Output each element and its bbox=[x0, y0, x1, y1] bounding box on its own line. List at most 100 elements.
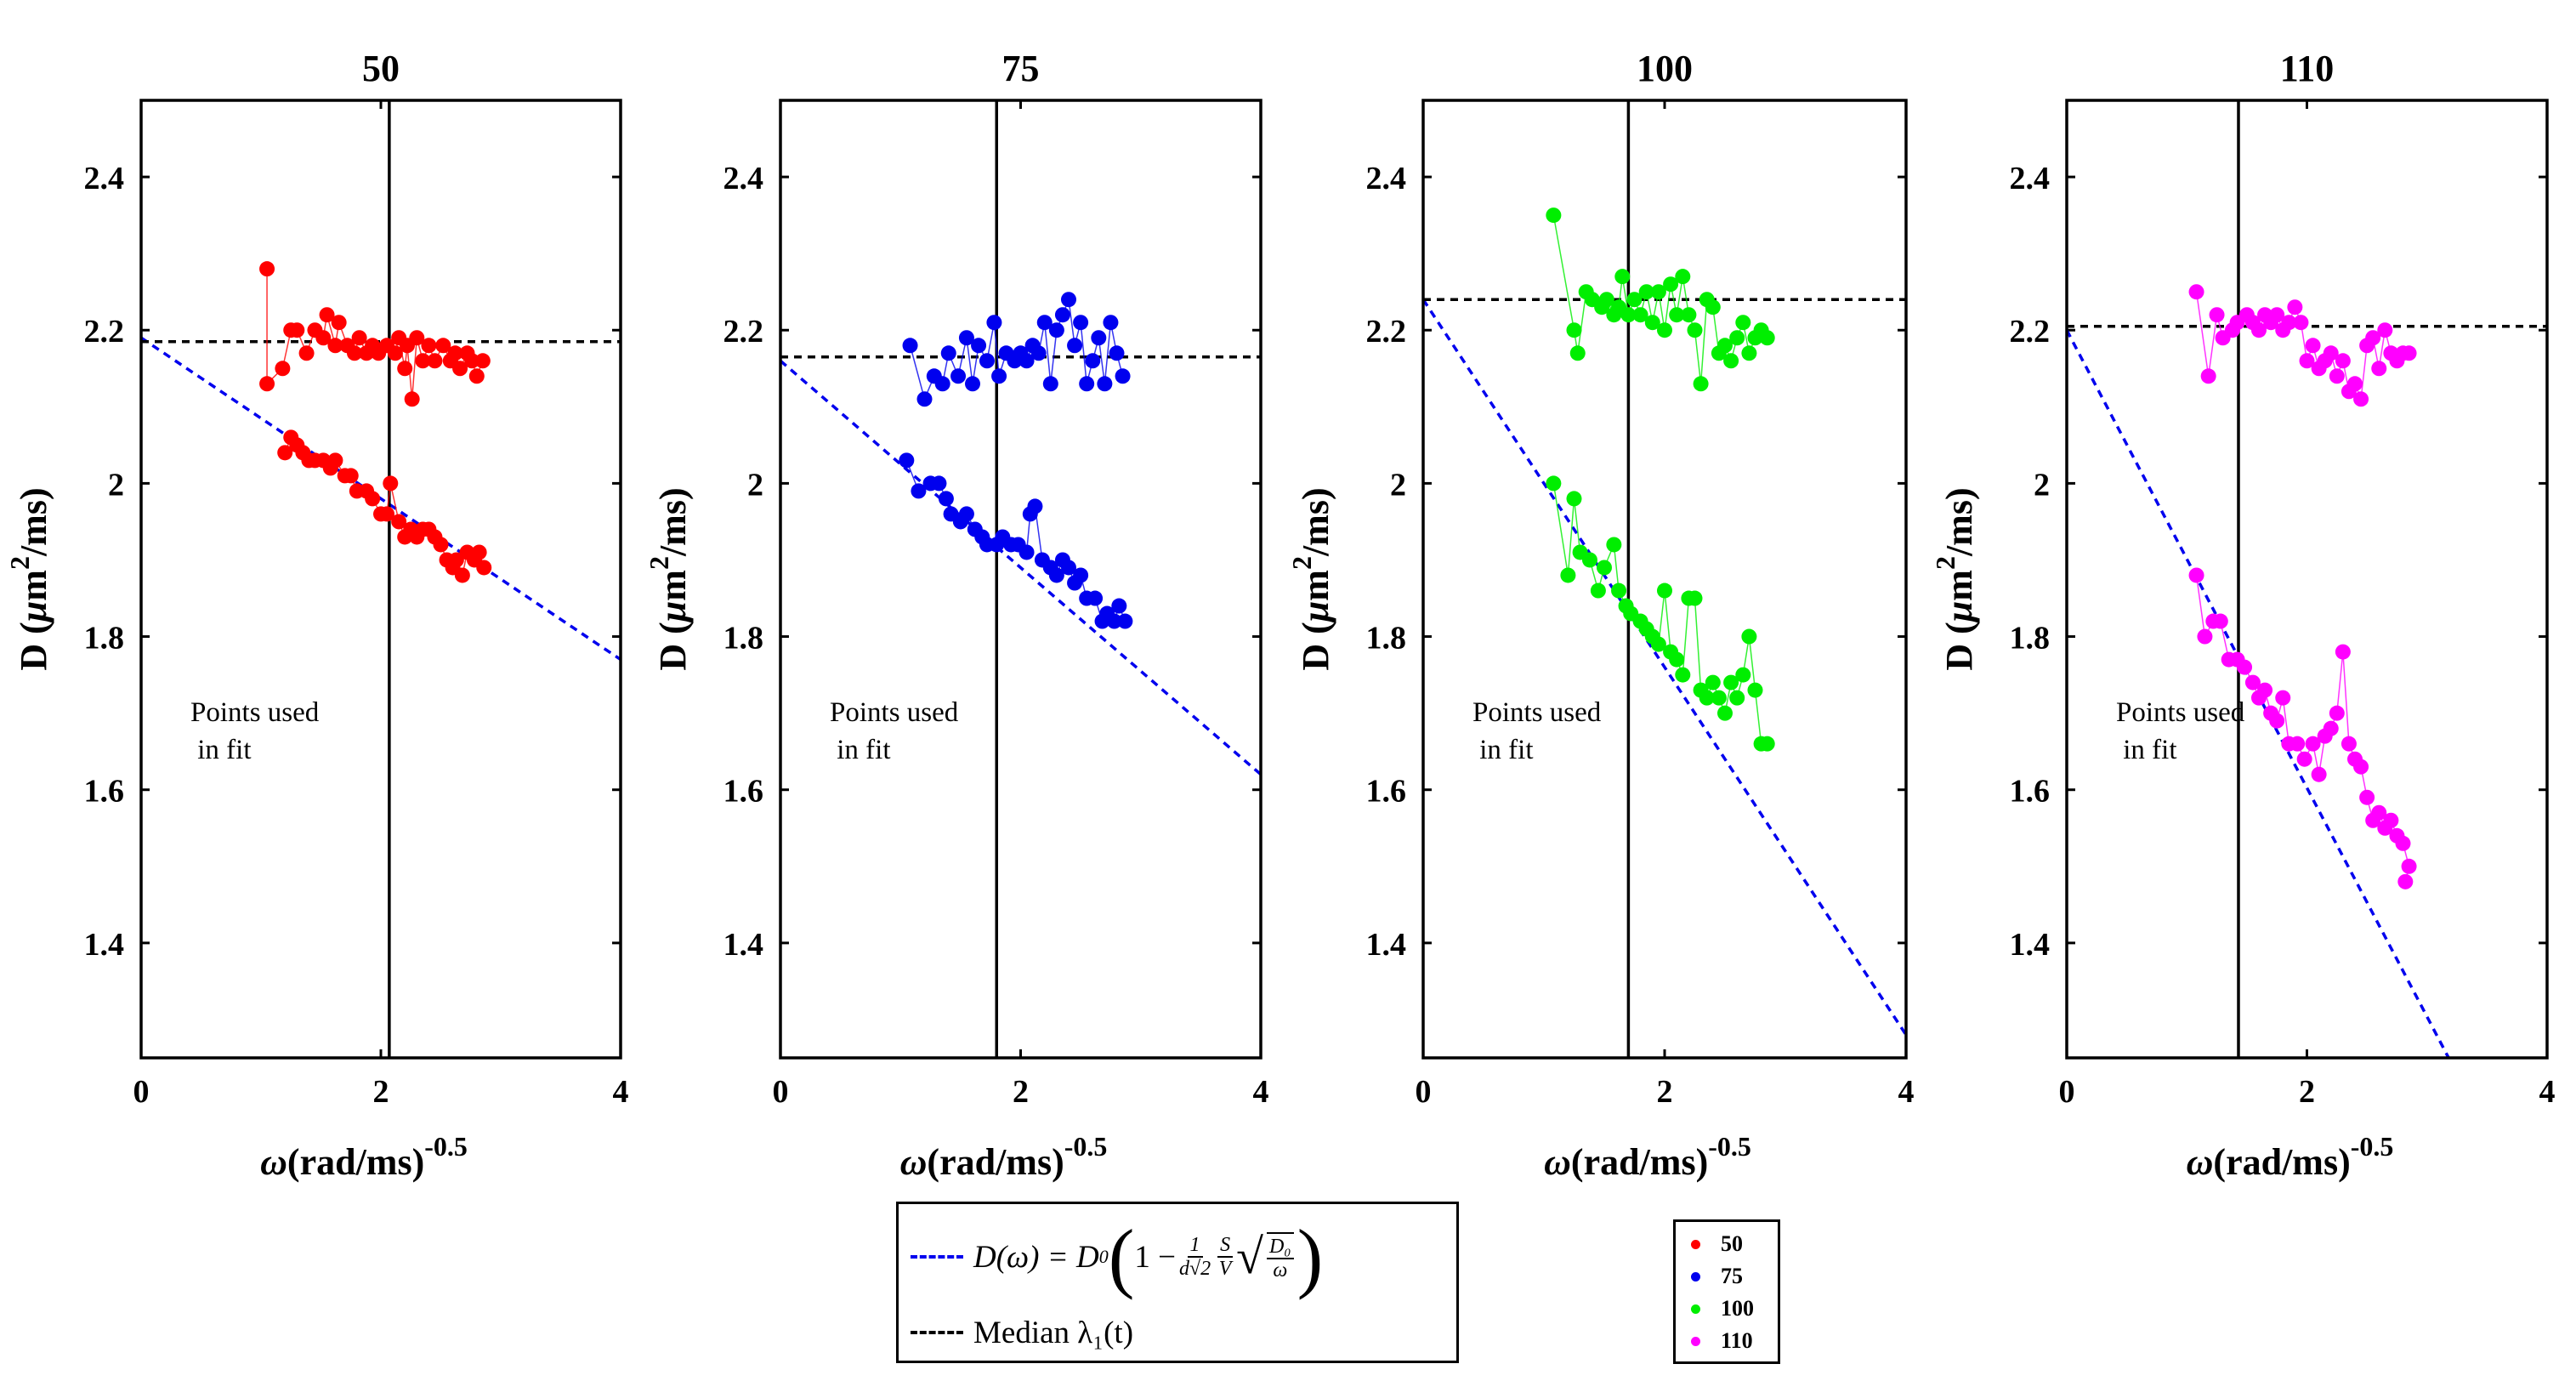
data-point bbox=[447, 345, 463, 361]
x-axis-label: ω(rad/ms)-0.5 bbox=[260, 1131, 468, 1183]
data-point bbox=[2212, 613, 2228, 629]
x-axis-label: ω(rad/ms)-0.5 bbox=[900, 1131, 1108, 1183]
annotation-line: Points used bbox=[190, 697, 320, 728]
x-axis-omega: ω bbox=[1544, 1141, 1571, 1183]
points-legend-label: 100 bbox=[1721, 1296, 1754, 1321]
y-tick-label: 1.8 bbox=[84, 621, 125, 656]
data-point bbox=[2200, 368, 2216, 384]
data-point bbox=[1735, 315, 1751, 331]
data-point bbox=[2281, 315, 2297, 331]
y-axis-label-part: m bbox=[13, 570, 54, 601]
data-point bbox=[452, 361, 468, 377]
fit-line bbox=[780, 359, 1261, 776]
data-point bbox=[379, 506, 395, 522]
data-point bbox=[1669, 307, 1685, 323]
annotation-line: in fit bbox=[2116, 735, 2177, 765]
x-axis-exponent: -0.5 bbox=[2351, 1131, 2394, 1162]
points-used-annotation: Points used in fit bbox=[1472, 697, 1602, 765]
data-point bbox=[1079, 376, 1095, 392]
data-point bbox=[1048, 567, 1064, 583]
data-point bbox=[899, 452, 915, 469]
data-point bbox=[2359, 789, 2375, 805]
points-legend-dot bbox=[1691, 1304, 1700, 1314]
data-point bbox=[1560, 567, 1576, 583]
data-point bbox=[1566, 491, 1582, 507]
data-point bbox=[2365, 330, 2381, 346]
annotation-line: in fit bbox=[190, 735, 252, 765]
x-tick-label: 0 bbox=[1416, 1074, 1432, 1110]
data-point bbox=[1729, 690, 1745, 706]
data-point bbox=[2401, 345, 2417, 361]
y-tick-label: 1.4 bbox=[1366, 927, 1407, 963]
points-used-annotation: Points used in fit bbox=[2116, 697, 2245, 765]
data-point bbox=[2329, 705, 2345, 721]
x-tick-label: 4 bbox=[1253, 1074, 1269, 1110]
median-line-swatch bbox=[911, 1331, 963, 1334]
annotation-line: Points used bbox=[830, 697, 959, 728]
data-point bbox=[1626, 292, 1643, 308]
data-point bbox=[2311, 766, 2327, 782]
y-axis-label-part: m bbox=[652, 570, 694, 601]
data-point bbox=[2353, 391, 2369, 407]
data-point bbox=[1073, 315, 1089, 331]
data-point bbox=[435, 338, 451, 354]
points-legend-item-50: 50 bbox=[1676, 1229, 1743, 1259]
y-tick-label: 1.4 bbox=[84, 927, 125, 963]
data-point bbox=[1590, 583, 1606, 599]
data-point bbox=[2197, 628, 2213, 645]
data-point bbox=[1657, 583, 1672, 599]
data-point bbox=[1675, 667, 1691, 683]
fit-line bbox=[1423, 298, 1906, 1036]
data-point bbox=[1598, 292, 1614, 308]
y-axis-label-part: D ( bbox=[1938, 622, 1980, 670]
data-point bbox=[1735, 667, 1751, 683]
data-point bbox=[2353, 759, 2369, 775]
open-paren: ( bbox=[1108, 1213, 1135, 1300]
data-point bbox=[2269, 307, 2285, 323]
data-point bbox=[1067, 338, 1083, 354]
data-point bbox=[1693, 376, 1709, 392]
data-point bbox=[464, 353, 480, 369]
data-point bbox=[1741, 345, 1757, 361]
fit-formula-one-minus: 1 − bbox=[1134, 1239, 1176, 1275]
data-point bbox=[2257, 682, 2273, 698]
data-point bbox=[1650, 636, 1666, 652]
data-point bbox=[471, 544, 487, 560]
data-point bbox=[298, 345, 315, 361]
data-point bbox=[404, 391, 420, 407]
data-point bbox=[365, 491, 381, 507]
data-point bbox=[1087, 590, 1104, 606]
axes-frame bbox=[1421, 99, 1908, 1060]
data-point bbox=[1644, 315, 1660, 331]
x-axis-label: ω(rad/ms)-0.5 bbox=[1544, 1131, 1751, 1183]
data-point bbox=[454, 567, 470, 583]
data-point bbox=[289, 322, 305, 338]
median-label: Median λ₁(t) bbox=[973, 1315, 1134, 1350]
axes-frame bbox=[2065, 99, 2549, 1060]
data-point bbox=[2251, 322, 2267, 338]
sqrt-num: D₀ bbox=[1266, 1236, 1294, 1259]
annotation-line: Points used bbox=[1472, 697, 1602, 728]
y-axis-label: D (μm2/ms) bbox=[4, 487, 54, 670]
y-axis-label-part: /ms) bbox=[1295, 487, 1336, 557]
data-point bbox=[1115, 368, 1131, 384]
fit-line-swatch bbox=[911, 1255, 963, 1259]
data-point bbox=[1729, 330, 1745, 346]
data-point bbox=[427, 353, 443, 369]
data-point bbox=[2305, 338, 2321, 354]
y-axis-label-mu: μ bbox=[13, 601, 54, 623]
y-tick-label: 1.6 bbox=[723, 774, 764, 810]
data-point bbox=[1705, 299, 1721, 315]
x-tick-label: 2 bbox=[373, 1074, 389, 1110]
data-point bbox=[938, 491, 954, 507]
x-axis-exponent: -0.5 bbox=[424, 1131, 468, 1162]
data-point bbox=[916, 391, 933, 407]
data-point bbox=[1048, 322, 1064, 338]
data-point bbox=[2347, 376, 2363, 392]
data-point bbox=[2188, 284, 2204, 300]
data-point bbox=[2289, 736, 2306, 752]
data-point bbox=[468, 368, 485, 384]
data-point bbox=[902, 338, 918, 354]
data-point bbox=[346, 345, 362, 361]
